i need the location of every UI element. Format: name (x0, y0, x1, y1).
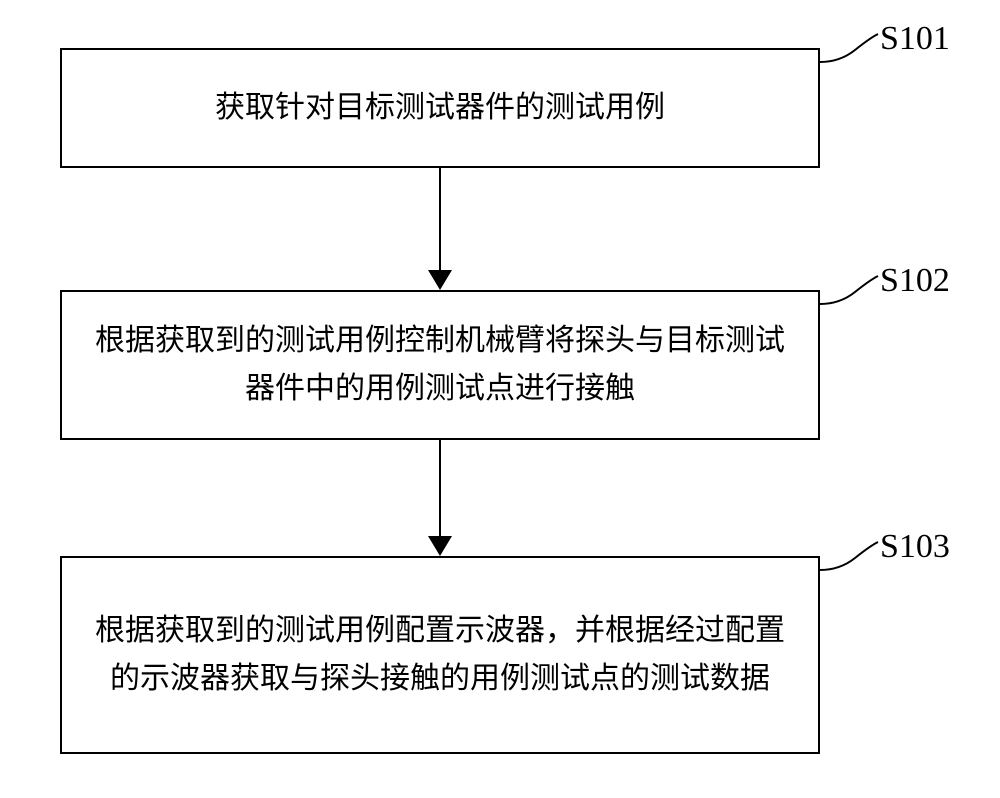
label-connector-s102 (820, 262, 880, 322)
flow-edge-1 (439, 168, 441, 276)
flow-edge-2 (439, 440, 441, 540)
flow-label-s101: S101 (880, 20, 950, 58)
flow-edge-2-head (428, 536, 452, 556)
flow-label-s103: S103 (880, 528, 950, 566)
flowchart-canvas: 获取针对目标测试器件的测试用例 S101 根据获取到的测试用例控制机械臂将探头与… (0, 0, 1000, 798)
label-connector-s101 (820, 20, 880, 80)
flow-label-s102: S102 (880, 262, 950, 300)
flow-node-s101-text: 获取针对目标测试器件的测试用例 (215, 84, 665, 132)
flow-node-s103-text: 根据获取到的测试用例配置示波器，并根据经过配置的示波器获取与探头接触的用例测试点… (82, 607, 798, 703)
label-connector-s103 (820, 528, 880, 588)
flow-node-s102-text: 根据获取到的测试用例控制机械臂将探头与目标测试器件中的用例测试点进行接触 (82, 317, 798, 413)
flow-node-s103: 根据获取到的测试用例配置示波器，并根据经过配置的示波器获取与探头接触的用例测试点… (60, 556, 820, 754)
flow-edge-1-head (428, 270, 452, 290)
flow-node-s102: 根据获取到的测试用例控制机械臂将探头与目标测试器件中的用例测试点进行接触 (60, 290, 820, 440)
flow-node-s101: 获取针对目标测试器件的测试用例 (60, 48, 820, 168)
